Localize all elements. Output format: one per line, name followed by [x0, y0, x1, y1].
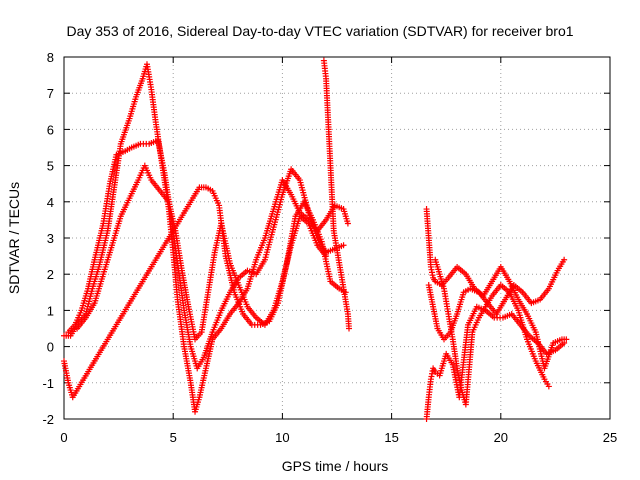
- y-axis-label: SDTVAR / TECUs: [6, 182, 22, 294]
- series-track-e: [423, 206, 570, 372]
- x-tick-label: 5: [170, 430, 177, 445]
- data-markers: [61, 57, 570, 422]
- series-track-f: [425, 256, 568, 343]
- data-point: [563, 336, 570, 343]
- y-tick-label: 3: [47, 231, 54, 246]
- x-axis-label: GPS time / hours: [282, 458, 389, 474]
- x-tick-label: 15: [384, 430, 398, 445]
- data-point: [346, 325, 353, 332]
- data-point: [545, 383, 552, 390]
- y-tick-label: -2: [42, 412, 54, 427]
- x-tick-label: 25: [603, 430, 617, 445]
- y-tick-label: 0: [47, 340, 54, 355]
- y-tick-label: 8: [47, 50, 54, 65]
- data-point: [561, 256, 568, 263]
- series-track-d: [61, 184, 349, 401]
- series-track-g: [423, 303, 568, 422]
- y-tick-label: 5: [47, 159, 54, 174]
- y-tick-label: 2: [47, 267, 54, 282]
- x-tick-label: 20: [494, 430, 508, 445]
- y-tick-label: 7: [47, 86, 54, 101]
- x-tick-label: 10: [275, 430, 289, 445]
- series-spike-12: [320, 57, 353, 332]
- data-point: [561, 339, 568, 346]
- series-track-h: [432, 256, 552, 408]
- y-tick-label: 4: [47, 195, 54, 210]
- y-tick-label: 1: [47, 303, 54, 318]
- y-tick-label: 6: [47, 122, 54, 137]
- y-tick-label: -1: [42, 376, 54, 391]
- axis-ticks: 0 5 10 15 20 25 -2 -1 0 1 2 3 4 5 6 7 8: [42, 50, 617, 445]
- data-point: [340, 242, 347, 249]
- grid-lines: [64, 57, 610, 419]
- series-track-b: [65, 137, 347, 372]
- x-tick-label: 0: [60, 430, 67, 445]
- data-point: [344, 220, 351, 227]
- chart-title: Day 353 of 2016, Sidereal Day-to-day VTE…: [66, 23, 573, 39]
